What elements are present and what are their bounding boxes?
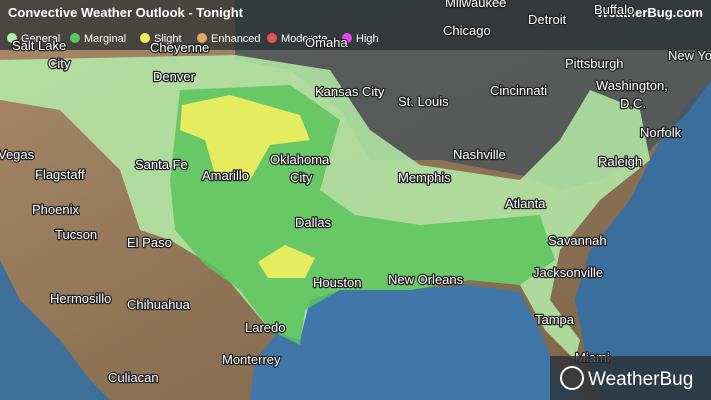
legend-label: High — [356, 33, 379, 45]
city-label: Chicago — [443, 23, 491, 38]
city-label: Milwaukee — [445, 0, 506, 10]
city-label: Oklahoma — [270, 152, 330, 167]
city-label: Atlanta — [505, 196, 546, 211]
slight-area — [258, 245, 315, 278]
city-label: City — [290, 170, 313, 185]
city-label: Denver — [153, 69, 196, 84]
city-label: Savannah — [548, 233, 607, 248]
city-label: El Paso — [127, 235, 172, 250]
legend-label: Moderate — [281, 33, 327, 45]
city-label: Cheyenne — [150, 40, 209, 55]
city-label: Laredo — [245, 320, 285, 335]
city-label: Memphis — [398, 170, 451, 185]
city-label: Tampa — [535, 312, 575, 327]
legend-swatch — [197, 33, 207, 43]
site: WeatherBug.com — [596, 5, 703, 20]
legend-swatch — [140, 33, 150, 43]
legend-label: Enhanced — [211, 33, 261, 45]
city-label: New Orleans — [388, 272, 464, 287]
city-label: D.C. — [620, 96, 646, 111]
city-label: Jacksonville — [533, 265, 603, 280]
city-label: Phoenix — [32, 202, 79, 217]
logo-icon — [560, 366, 584, 390]
logo: WeatherBug — [588, 369, 693, 390]
city-label: Salt Lake — [12, 38, 66, 53]
city-label: Omaha — [305, 35, 348, 50]
city-label: Santa Fe — [135, 157, 188, 172]
legend-label: Marginal — [84, 33, 126, 45]
gulf — [250, 285, 590, 400]
pacific — [0, 260, 110, 400]
city-label: Culiacan — [108, 370, 159, 385]
city-label: Houston — [313, 275, 361, 290]
city-label: Amarillo — [202, 168, 249, 183]
city-label: Kansas City — [315, 84, 385, 99]
city-label: Pittsburgh — [565, 56, 624, 71]
city-label: Buffalo — [594, 2, 634, 17]
city-label: Cincinnati — [490, 83, 547, 98]
city-label: Flagstaff — [35, 167, 85, 182]
slight-area — [180, 95, 310, 180]
city-label: Washington, — [596, 78, 668, 93]
city-label: New York — [668, 48, 711, 63]
city-label: Raleigh — [598, 154, 642, 169]
city-label: Detroit — [528, 12, 567, 27]
logo-box — [550, 356, 711, 400]
legend-swatch — [342, 33, 352, 43]
legend-swatch — [267, 33, 277, 43]
city-label: Dallas — [295, 215, 332, 230]
city-label: St. Louis — [398, 94, 449, 109]
city-label: City — [48, 56, 71, 71]
title: Convective Weather Outlook - Tonight — [8, 5, 244, 20]
city-label: Hermosillo — [50, 291, 111, 306]
legend: General Marginal Slight Enhanced Moderate Hig… — [7, 33, 379, 45]
header-bar — [0, 0, 711, 50]
legend-label: Slight — [154, 33, 182, 45]
city-label: Tucson — [55, 227, 97, 242]
city-label: Monterrey — [222, 352, 281, 367]
atlantic — [575, 80, 711, 400]
legend-swatch — [7, 33, 17, 43]
city-label: Vegas — [0, 147, 35, 162]
city-label: Chihuahua — [127, 297, 191, 312]
city-label: Nashville — [453, 147, 506, 162]
legend-label: General — [21, 33, 60, 45]
legend-swatch — [70, 33, 80, 43]
city-label: Norfolk — [640, 125, 682, 140]
city-labels: Salt Lake City Cheyenne Omaha Milwaukee Detro… — [0, 0, 711, 386]
